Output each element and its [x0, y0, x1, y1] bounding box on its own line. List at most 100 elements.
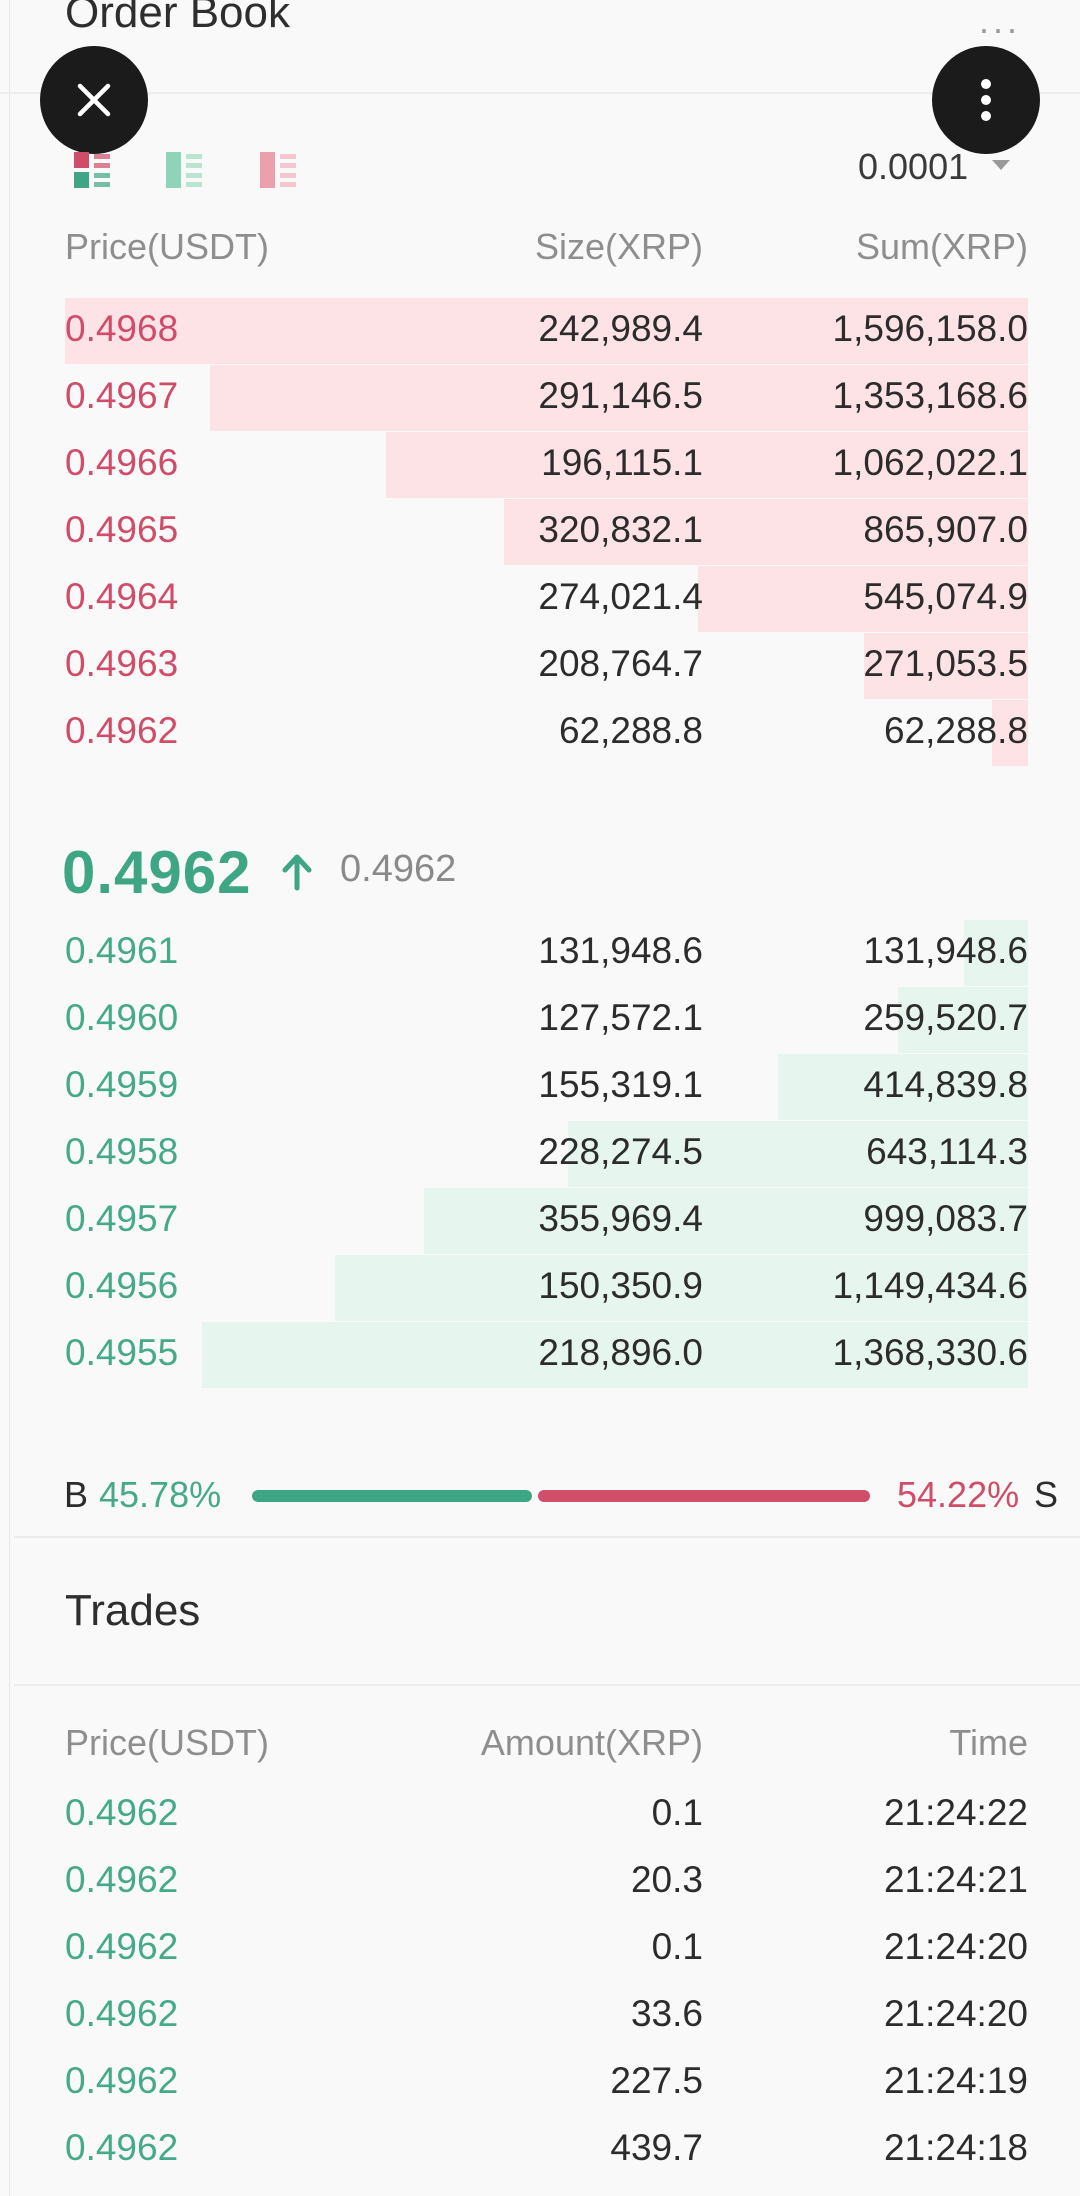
bid-price: 0.4960 — [65, 997, 179, 1038]
ask-depth-bar — [504, 499, 1028, 565]
bid-depth-bar — [898, 987, 1028, 1053]
ask-sum: 271,053.5 — [863, 643, 1028, 684]
bid-row[interactable]: 0.4960 127,572.1 259,520.7 — [0, 987, 1080, 1053]
header-divider — [0, 92, 1080, 94]
ask-price: 0.4966 — [65, 442, 179, 483]
bid-row[interactable]: 0.4959 155,319.1 414,839.8 — [0, 1054, 1080, 1120]
bid-depth-bar — [568, 1121, 1028, 1187]
ask-row[interactable]: 0.4965 320,832.1 865,907.0 — [0, 499, 1080, 565]
bid-row[interactable]: 0.4957 355,969.4 999,083.7 — [0, 1188, 1080, 1254]
bid-row[interactable]: 0.4958 228,274.5 643,114.3 — [0, 1121, 1080, 1187]
trade-price: 0.4962 — [65, 2127, 179, 2168]
order-book-both-icon[interactable] — [74, 152, 110, 188]
bid-size: 127,572.1 — [538, 997, 703, 1038]
chevron-down-icon[interactable] — [990, 158, 1012, 172]
panel-left-border — [9, 0, 10, 2196]
ask-depth-bar — [65, 298, 1028, 364]
buy-label: B — [64, 1474, 89, 1515]
bid-sum: 259,520.7 — [863, 997, 1028, 1038]
ask-price: 0.4964 — [65, 576, 179, 617]
trade-amount: 0.1 — [651, 1926, 703, 1967]
bid-size: 228,274.5 — [538, 1131, 703, 1172]
order-book-asks-icon[interactable] — [260, 152, 296, 188]
bid-sum: 999,083.7 — [863, 1198, 1028, 1239]
trade-price: 0.4962 — [65, 2060, 179, 2101]
bid-size: 218,896.0 — [538, 1332, 703, 1373]
bid-price: 0.4955 — [65, 1332, 179, 1373]
ask-size: 274,021.4 — [538, 576, 703, 617]
header-more-menu[interactable]: ··· — [978, 8, 1020, 49]
trades-header-time: Time — [949, 1722, 1028, 1763]
bid-price: 0.4959 — [65, 1064, 179, 1105]
ask-price: 0.4965 — [65, 509, 179, 550]
precision-select[interactable]: 0.0001 — [858, 146, 969, 187]
header-size: Size(XRP) — [534, 226, 703, 267]
trade-time: 21:24:21 — [883, 1859, 1028, 1900]
close-button[interactable] — [40, 46, 148, 154]
ask-sum: 1,353,168.6 — [832, 375, 1028, 416]
ask-sum: 1,596,158.0 — [832, 308, 1028, 349]
trade-amount: 227.5 — [610, 2060, 703, 2101]
ask-row[interactable]: 0.4966 196,115.1 1,062,022.1 — [0, 432, 1080, 498]
ask-depth-bar — [386, 432, 1028, 498]
ask-size: 320,832.1 — [538, 509, 703, 550]
trade-price: 0.4962 — [65, 1993, 179, 2034]
trade-time: 21:24:22 — [883, 1792, 1028, 1833]
bid-sum: 131,948.6 — [863, 930, 1028, 971]
bid-depth-bar — [778, 1054, 1028, 1120]
section-divider — [14, 1536, 1080, 1538]
bid-row[interactable]: 0.4961 131,948.6 131,948.6 — [0, 920, 1080, 986]
ask-row[interactable]: 0.4963 208,764.7 271,053.5 — [0, 633, 1080, 699]
trade-time: 21:24:18 — [883, 2127, 1028, 2168]
trade-amount: 33.6 — [630, 1993, 703, 2034]
trades-divider — [14, 1684, 1080, 1686]
bid-row[interactable]: 0.4956 150,350.9 1,149,434.6 — [0, 1255, 1080, 1321]
bid-size: 355,969.4 — [538, 1198, 703, 1239]
more-options-button[interactable] — [932, 46, 1040, 154]
ask-depth-bar — [992, 700, 1028, 766]
ask-size: 291,146.5 — [538, 375, 703, 416]
trade-time: 21:24:20 — [883, 1993, 1028, 2034]
close-icon — [77, 83, 111, 117]
trade-amount: 20.3 — [630, 1859, 703, 1900]
buy-percentage: 45.78% — [99, 1474, 222, 1515]
sell-percentage: 54.22% — [897, 1474, 1020, 1515]
bid-price: 0.4957 — [65, 1198, 179, 1239]
mark-price: 0.4962 — [340, 848, 457, 890]
order-book-bids-icon[interactable] — [166, 152, 202, 188]
bid-size: 155,319.1 — [538, 1064, 703, 1105]
header-price: Price(USDT) — [65, 226, 269, 267]
trade-row: 0.4962 439.7 21:24:18 — [0, 2117, 1080, 2183]
ask-size: 62,288.8 — [558, 710, 703, 751]
buy-ratio-bar — [252, 1490, 532, 1502]
header-sum: Sum(XRP) — [855, 226, 1028, 267]
ask-size: 196,115.1 — [541, 442, 703, 483]
ask-row[interactable]: 0.4968 242,989.4 1,596,158.0 — [0, 298, 1080, 364]
ask-row[interactable]: 0.4964 274,021.4 545,074.9 — [0, 566, 1080, 632]
ask-row[interactable]: 0.4967 291,146.5 1,353,168.6 — [0, 365, 1080, 431]
page-title: Order Book — [65, 0, 290, 37]
trade-row: 0.4962 227.5 21:24:19 — [0, 2050, 1080, 2116]
bid-row[interactable]: 0.4955 218,896.0 1,368,330.6 — [0, 1322, 1080, 1388]
ask-depth-bar — [864, 633, 1028, 699]
trade-row: 0.4962 0.1 21:24:20 — [0, 1916, 1080, 1982]
trade-amount: 0.1 — [651, 1792, 703, 1833]
bid-price: 0.4961 — [65, 930, 179, 971]
trade-amount: 439.7 — [610, 2127, 703, 2168]
arrow-up-icon — [282, 854, 312, 891]
bid-price: 0.4956 — [65, 1265, 179, 1306]
trade-row: 0.4962 20.3 21:24:21 — [0, 1849, 1080, 1915]
ask-row[interactable]: 0.4962 62,288.8 62,288.8 — [0, 700, 1080, 766]
bid-depth-bar — [424, 1188, 1028, 1254]
ask-depth-bar — [698, 566, 1028, 632]
bid-depth-bar — [335, 1255, 1028, 1321]
ask-sum: 1,062,022.1 — [832, 442, 1028, 483]
bid-size: 150,350.9 — [538, 1265, 703, 1306]
trade-price: 0.4962 — [65, 1859, 179, 1900]
last-price: 0.4962 — [62, 839, 252, 906]
bid-sum: 643,114.3 — [866, 1131, 1028, 1172]
bid-size: 131,948.6 — [538, 930, 703, 971]
bid-price: 0.4958 — [65, 1131, 179, 1172]
bid-sum: 1,368,330.6 — [832, 1332, 1028, 1373]
bid-depth-bar — [202, 1322, 1028, 1388]
